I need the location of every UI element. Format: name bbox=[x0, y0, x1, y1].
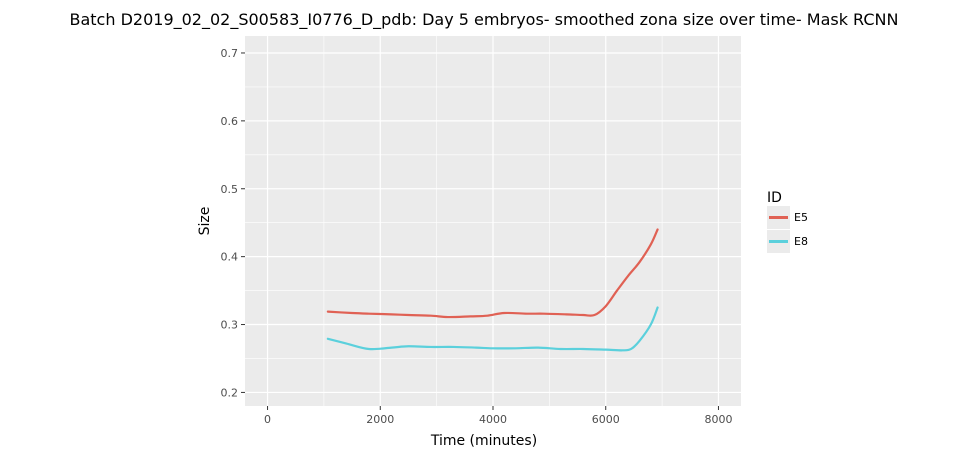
y-axis-ticks: 0.2 0.3 0.4 0.5 0.6 0.7 bbox=[221, 47, 245, 399]
legend-label-e5: E5 bbox=[794, 211, 808, 224]
x-tick-label: 8000 bbox=[704, 413, 732, 426]
x-tick-label: 2000 bbox=[366, 413, 394, 426]
legend-items: E5 E8 bbox=[767, 206, 808, 253]
series-layer bbox=[326, 228, 659, 352]
x-axis-title: Time (minutes) bbox=[430, 433, 537, 449]
legend-title: ID bbox=[767, 190, 782, 206]
y-tick-label: 0.3 bbox=[221, 319, 239, 332]
legend-label-e8: E8 bbox=[794, 235, 808, 248]
x-tick-label: 0 bbox=[264, 413, 271, 426]
x-tick-label: 6000 bbox=[592, 413, 620, 426]
legend: ID E5 E8 bbox=[767, 190, 808, 253]
x-tick-label: 4000 bbox=[479, 413, 507, 426]
y-tick-label: 0.5 bbox=[221, 183, 239, 196]
series-line-e5 bbox=[326, 228, 659, 319]
y-tick-label: 0.2 bbox=[221, 386, 239, 399]
y-tick-label: 0.6 bbox=[221, 115, 239, 128]
series-line-e8 bbox=[326, 306, 659, 352]
y-tick-label: 0.4 bbox=[221, 251, 239, 264]
grid-major bbox=[245, 36, 741, 406]
y-axis-title: Size bbox=[197, 207, 213, 236]
y-tick-label: 0.7 bbox=[221, 47, 239, 60]
chart-title: Batch D2019_02_02_S00583_I0776_D_pdb: Da… bbox=[70, 10, 899, 30]
x-axis-ticks: 0 2000 4000 6000 8000 bbox=[264, 406, 732, 426]
